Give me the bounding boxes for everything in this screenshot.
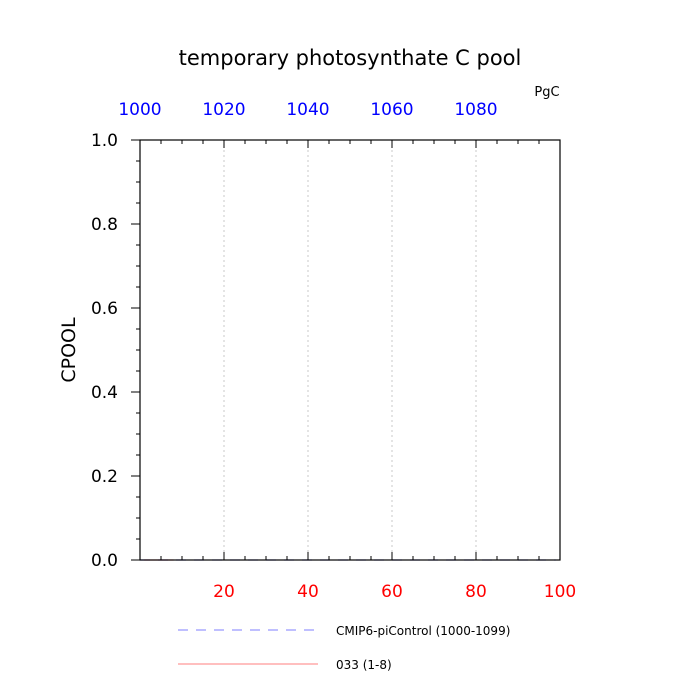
x-bottom-tick-label: 60	[381, 582, 403, 602]
x-bottom-tick-label: 40	[297, 582, 319, 602]
x-top-tick-label: 1020	[202, 100, 245, 120]
chart-title: temporary photosynthate C pool	[179, 46, 522, 70]
y-tick-label: 1.0	[91, 131, 118, 151]
x-top-tick-label: 1060	[370, 100, 413, 120]
x-top-tick-label: 1040	[286, 100, 329, 120]
plot-frame	[139, 139, 561, 561]
y-tick-label: 0.4	[91, 383, 118, 403]
x-bottom-tick-label: 20	[213, 582, 235, 602]
ticks: 20 40 60 80 100 1000 1020 1040 1060 1080 0.0 0.2 0.4…	[91, 100, 576, 602]
x-bottom-tick-label: 100	[544, 582, 576, 602]
legend-label-1: 033 (1-8)	[336, 658, 392, 672]
y-tick-label: 0.2	[91, 467, 118, 487]
x-top-tick-label: 1080	[454, 100, 497, 120]
y-tick-label: 0.8	[91, 215, 118, 235]
units-label: PgC	[534, 85, 559, 100]
y-tick-label: 0.6	[91, 299, 118, 319]
x-bottom-tick-label: 80	[465, 582, 487, 602]
y-tick-label: 0.0	[91, 551, 118, 571]
x-top-tick-label: 1000	[118, 100, 161, 120]
grid	[223, 140, 477, 560]
y-axis-label: CPOOL	[58, 317, 80, 383]
legend-label-0: CMIP6-piControl (1000-1099)	[336, 624, 510, 638]
legend: CMIP6-piControl (1000-1099) 033 (1-8)	[178, 624, 510, 672]
